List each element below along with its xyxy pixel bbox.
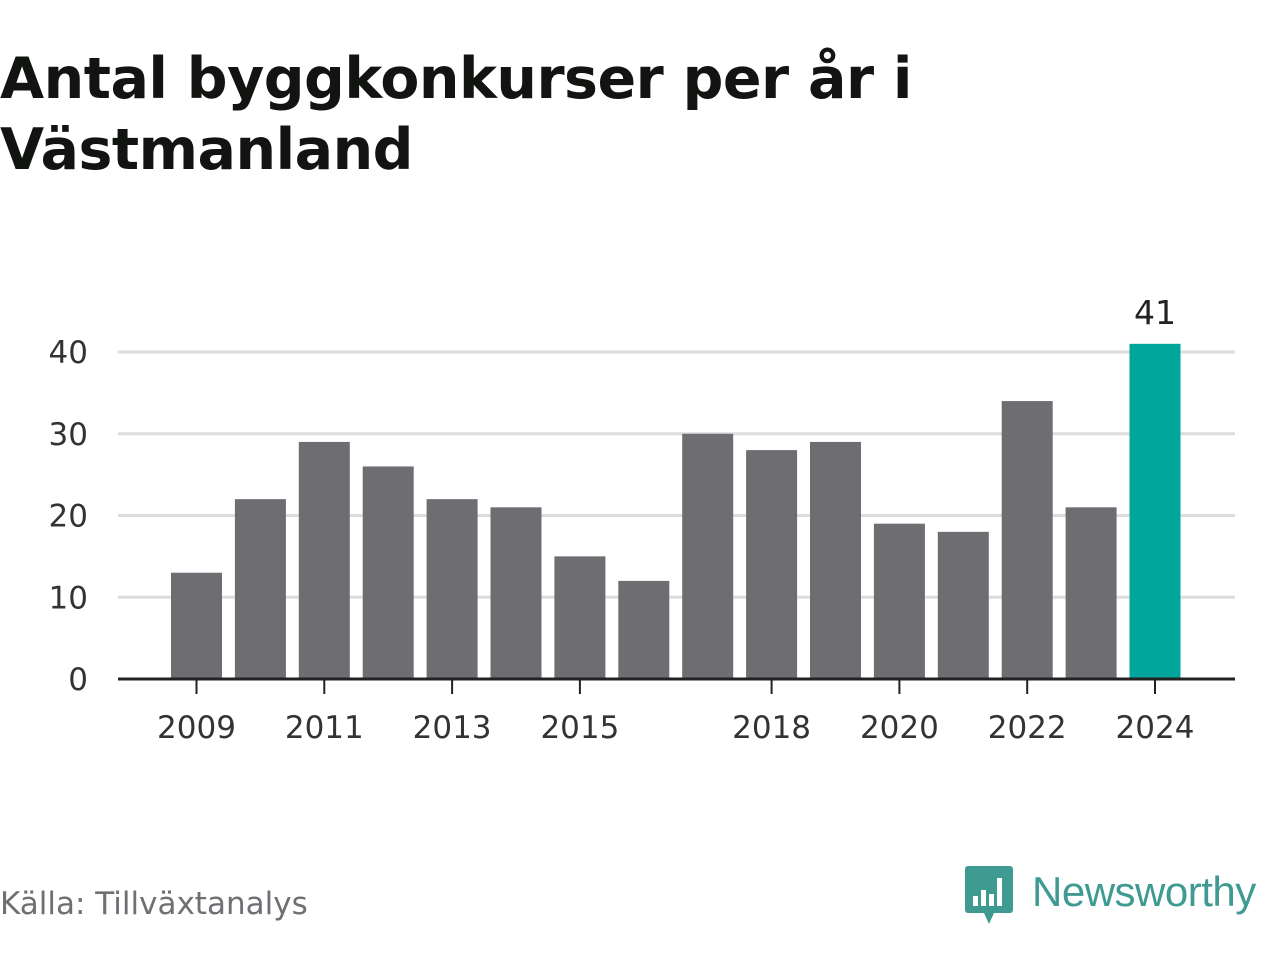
bar-2019 — [810, 441, 861, 679]
y-tick-label: 20 — [49, 499, 88, 535]
bar-2018 — [746, 450, 798, 679]
x-tick-label: 2015 — [540, 710, 619, 746]
bar-2013 — [426, 499, 478, 679]
y-tick-label: 40 — [49, 335, 88, 371]
chart-title: Antal byggkonkurser per år i Västmanland — [0, 46, 912, 183]
x-tick-label: 2024 — [1116, 710, 1195, 746]
x-tick-label: 2022 — [988, 710, 1067, 746]
newsworthy-logo: Newsworthy — [964, 864, 1256, 928]
bar-2011 — [298, 441, 350, 679]
x-tick-label: 2013 — [413, 710, 492, 746]
bar-2023 — [1065, 507, 1117, 679]
logo-text: Newsworthy — [1032, 868, 1256, 915]
bar-2014 — [490, 507, 542, 679]
bar-2017 — [682, 433, 734, 679]
x-tick-label: 2020 — [860, 710, 939, 746]
y-tick-label: 30 — [49, 417, 88, 453]
bar-2021 — [937, 531, 989, 679]
bar-2010 — [234, 499, 286, 679]
x-tick-label: 2018 — [732, 710, 811, 746]
newsworthy-logo-icon — [965, 866, 1013, 924]
y-tick-label: 0 — [68, 662, 88, 698]
y-tick-label: 10 — [49, 580, 88, 616]
bar-2012 — [362, 466, 414, 679]
data-label: 41 — [1134, 293, 1176, 332]
bar-2022 — [1001, 401, 1053, 679]
bar-2024 — [1129, 343, 1181, 679]
x-tick-label: 2009 — [157, 710, 236, 746]
source-note: Källa: Tillväxtanalys — [0, 886, 308, 922]
bar-2020 — [873, 523, 925, 679]
bar-chart: 0 10 20 30 40 41 2009 2011 2013 2015 2018 2020 2022 2… — [49, 293, 1235, 746]
bar-2015 — [554, 556, 606, 679]
x-tick-label: 2011 — [285, 710, 364, 746]
bar-2016 — [618, 580, 670, 679]
bar-2009 — [171, 572, 222, 679]
